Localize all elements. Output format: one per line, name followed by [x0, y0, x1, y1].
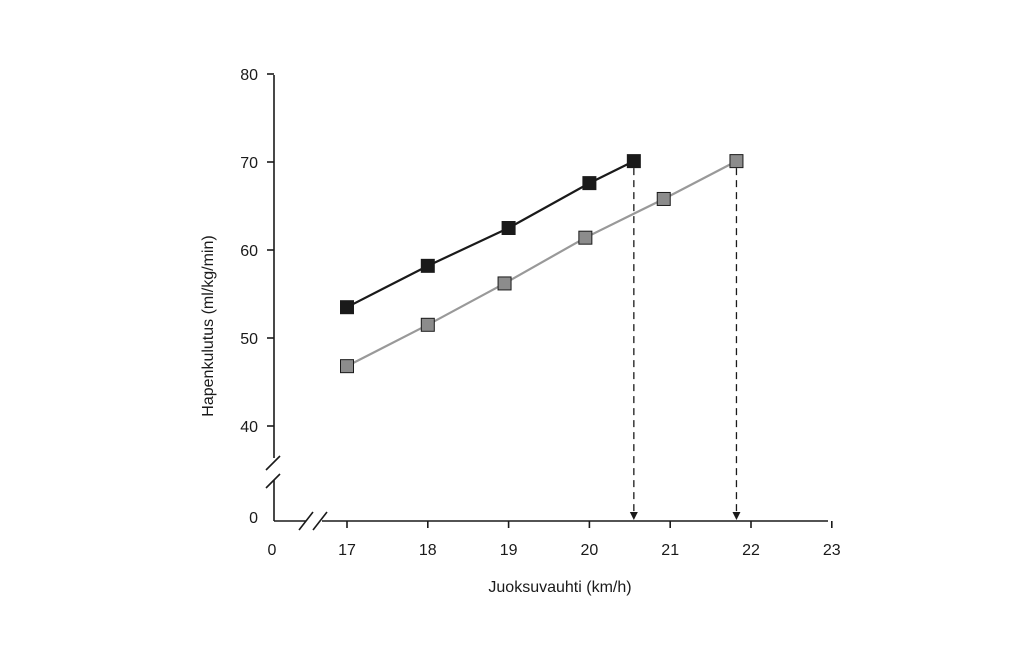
- arrow-head: [732, 512, 741, 520]
- data-point-marker: [420, 258, 435, 273]
- x-axis-break-mark: [312, 511, 328, 531]
- y-tick-label: 80: [240, 67, 258, 84]
- x-tick-label: 23: [823, 542, 841, 559]
- data-point-marker: [501, 221, 516, 235]
- x-axis-title: Juoksuvauhti (km/h): [488, 579, 631, 596]
- x-tick-label: 17: [338, 542, 356, 559]
- data-point-marker: [582, 176, 597, 191]
- x-tick-label: 22: [742, 542, 760, 559]
- y-origin-label: 0: [249, 510, 258, 527]
- data-point-marker: [729, 154, 744, 169]
- series-line: [346, 160, 737, 368]
- y-axis-break-mark: [265, 473, 281, 489]
- y-tick-label: 40: [240, 419, 258, 436]
- data-point-marker: [626, 154, 641, 169]
- data-point-marker: [497, 276, 512, 291]
- data-point-marker: [420, 317, 435, 332]
- x-tick-label: 21: [661, 542, 679, 559]
- data-point-marker: [340, 359, 354, 374]
- data-point-marker: [578, 230, 593, 245]
- y-axis-break-mark: [265, 455, 281, 471]
- arrow-head: [629, 512, 638, 520]
- axes: 40 50 60 70 80 0 17 18 19 20 21 22 23 0: [240, 67, 841, 559]
- y-tick-label: 70: [240, 155, 258, 172]
- x-origin-label: 0: [268, 542, 277, 559]
- y-tick-label: 50: [240, 331, 258, 348]
- data-point-marker: [340, 300, 354, 315]
- data-point-marker: [656, 191, 671, 206]
- x-axis-break-mark: [298, 511, 314, 531]
- y-axis-title: Hapenkulutus (ml/kg/min): [200, 235, 217, 416]
- x-tick-label: 20: [581, 542, 599, 559]
- x-tick-label: 19: [500, 542, 518, 559]
- y-tick-label: 60: [240, 243, 258, 260]
- x-tick-label: 18: [419, 542, 437, 559]
- dashed-arrows: [629, 168, 741, 520]
- series-group: [340, 154, 744, 374]
